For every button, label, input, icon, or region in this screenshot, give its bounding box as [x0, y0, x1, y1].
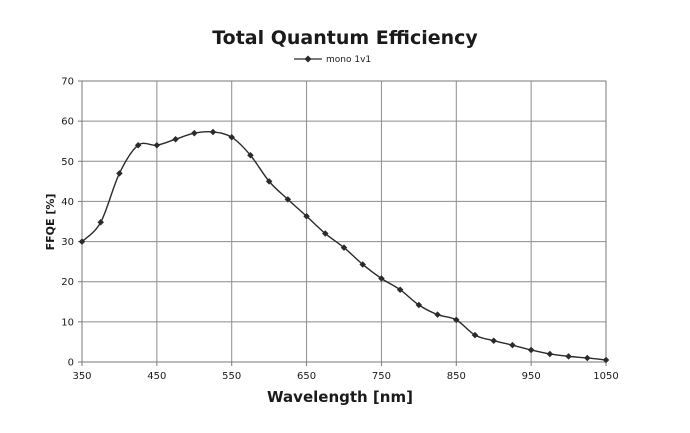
y-tick-label: 50 [61, 157, 74, 168]
data-point [434, 311, 441, 318]
y-axis-label: FFQE [%] [44, 194, 57, 251]
y-tick-label: 10 [61, 317, 74, 328]
data-point [284, 196, 292, 203]
grid [81, 80, 607, 363]
data-point [153, 141, 161, 149]
data-point [453, 316, 460, 324]
x-tick-label: 750 [372, 371, 391, 382]
x-tick-label: 850 [447, 371, 466, 382]
plot-frame [81, 80, 607, 363]
legend-label: mono 1v1 [326, 55, 371, 65]
x-tick-label: 950 [522, 371, 541, 382]
x-axis-label: Wavelength [nm] [267, 388, 413, 406]
data-point [396, 286, 404, 293]
data-point [322, 230, 329, 237]
data-point [584, 354, 591, 362]
data-point [303, 213, 310, 220]
data-point [265, 178, 273, 185]
x-tick-label: 350 [72, 371, 91, 382]
data-point [471, 331, 479, 339]
data-point [602, 356, 610, 364]
data-point [509, 341, 516, 349]
data-point [340, 244, 348, 251]
data-point [78, 238, 86, 245]
y-tick-label: 20 [61, 277, 74, 288]
data-point [247, 152, 254, 159]
data-point [527, 346, 535, 354]
data-point [134, 141, 142, 149]
series-markers [78, 128, 610, 364]
x-tick-label: 1050 [593, 371, 618, 382]
data-point [490, 337, 497, 344]
x-tick-label: 550 [222, 371, 241, 382]
y-tick-label: 40 [61, 197, 74, 208]
x-tick-label: 650 [297, 371, 316, 382]
y-axis-ticks: 0 10 20 30 40 50 60 70 [61, 77, 82, 369]
data-point [546, 350, 554, 358]
data-point [209, 128, 217, 136]
y-tick-label: 70 [61, 77, 74, 88]
legend-marker [304, 55, 312, 63]
legend: mono 1v1 [294, 55, 371, 65]
y-tick-label: 0 [68, 358, 74, 369]
data-point [565, 353, 572, 360]
data-point [97, 219, 104, 226]
data-point [116, 170, 123, 177]
data-point [378, 275, 385, 282]
data-point [415, 301, 423, 309]
data-point [172, 135, 179, 143]
x-axis-ticks: 350 450 550 650 750 850 950 1050 [72, 362, 619, 382]
data-point [228, 133, 235, 141]
y-tick-label: 60 [61, 117, 74, 128]
x-tick-label: 450 [147, 371, 166, 382]
data-point [359, 261, 366, 268]
chart-title: Total Quantum Efficiency [212, 27, 478, 49]
data-point [191, 129, 198, 137]
y-tick-label: 30 [61, 237, 74, 248]
